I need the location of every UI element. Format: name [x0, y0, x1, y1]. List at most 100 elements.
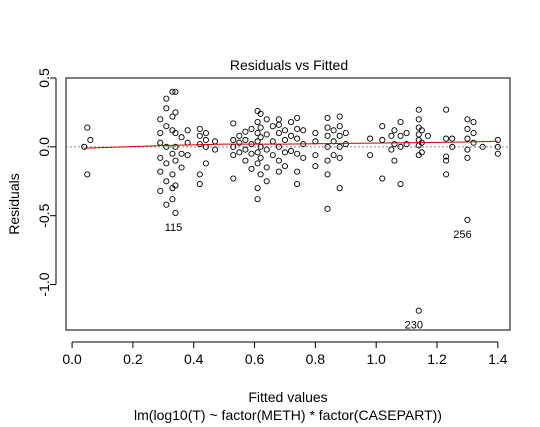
data-point	[294, 135, 301, 142]
data-point	[312, 138, 319, 145]
data-point	[397, 132, 404, 139]
data-point	[196, 171, 203, 178]
data-point	[157, 116, 164, 123]
data-point	[415, 116, 422, 123]
data-point	[281, 149, 289, 156]
data-point	[248, 150, 255, 157]
data-point	[178, 164, 185, 171]
outlier-label: 230	[405, 320, 423, 332]
data-point	[367, 135, 374, 142]
data-point	[263, 131, 270, 138]
data-point	[397, 119, 404, 126]
smoother-line	[84, 140, 498, 149]
data-point	[257, 110, 264, 117]
data-point	[324, 132, 331, 139]
data-point	[281, 136, 289, 144]
data-point	[157, 130, 164, 137]
data-point	[294, 114, 301, 121]
data-point	[196, 132, 203, 139]
data-point	[242, 128, 249, 135]
data-point	[443, 157, 450, 164]
data-point	[248, 125, 255, 133]
data-point	[230, 152, 237, 159]
data-point	[178, 150, 185, 157]
data-point	[184, 127, 191, 134]
data-point	[202, 130, 209, 137]
data-point	[169, 171, 176, 178]
data-point	[275, 121, 282, 128]
data-point	[87, 136, 94, 144]
data-point	[324, 171, 331, 178]
data-point	[281, 163, 289, 170]
data-point	[479, 143, 486, 150]
data-point	[397, 143, 404, 150]
data-point	[169, 88, 176, 95]
data-point	[263, 116, 270, 123]
data-point	[470, 130, 477, 137]
data-point	[257, 171, 264, 178]
data-point	[163, 143, 170, 150]
data-point	[336, 113, 343, 120]
data-point	[464, 154, 471, 161]
data-point	[163, 123, 170, 130]
data-point	[257, 154, 264, 161]
data-point	[254, 185, 261, 192]
data-point	[196, 125, 203, 133]
data-point	[84, 171, 91, 178]
data-point	[342, 130, 349, 137]
data-point	[336, 143, 343, 150]
data-point	[336, 132, 343, 139]
data-point	[275, 168, 282, 175]
x-tick-label: 0.2	[123, 351, 143, 367]
data-point	[211, 138, 219, 145]
data-point	[287, 132, 295, 139]
data-point	[211, 146, 219, 153]
data-point	[178, 134, 185, 141]
data-point	[275, 157, 282, 164]
data-point	[172, 209, 179, 217]
x-tick-label: 0.8	[306, 351, 326, 367]
data-point	[403, 141, 410, 148]
data-point	[269, 123, 276, 130]
data-point	[330, 152, 337, 159]
data-point	[300, 127, 307, 134]
data-point	[415, 307, 422, 314]
data-point	[172, 182, 179, 189]
data-point	[324, 205, 331, 212]
data-point	[172, 143, 179, 150]
data-point	[470, 139, 477, 146]
data-point	[172, 130, 179, 137]
data-point	[464, 116, 471, 123]
data-point	[464, 216, 471, 223]
data-point	[449, 135, 456, 142]
data-point	[242, 136, 249, 144]
y-tick-label: 0.0	[36, 137, 52, 157]
data-point	[275, 116, 282, 123]
data-point	[336, 123, 343, 130]
data-point	[464, 125, 471, 133]
data-point	[254, 119, 261, 126]
data-point	[464, 146, 471, 153]
data-point	[263, 164, 270, 171]
data-point	[388, 146, 395, 153]
data-point	[169, 113, 176, 120]
data-point	[300, 154, 307, 161]
y-axis: -1.0 -0.5 0.0 0.5	[36, 68, 57, 297]
data-point	[157, 154, 164, 161]
data-point	[84, 124, 91, 131]
data-point	[196, 141, 203, 148]
data-point	[81, 143, 88, 150]
x-tick-label: 1.4	[488, 351, 508, 367]
data-point	[257, 134, 264, 141]
data-point	[464, 135, 471, 142]
x-tick-label: 0.6	[245, 351, 265, 367]
data-point	[169, 196, 176, 203]
data-point	[379, 175, 386, 182]
data-point	[494, 143, 501, 150]
data-point	[294, 125, 301, 133]
y-axis-label: Residuals	[6, 173, 22, 234]
data-point	[248, 165, 255, 172]
outlier-label: 115	[165, 222, 183, 234]
y-tick-label: -0.5	[36, 203, 52, 227]
